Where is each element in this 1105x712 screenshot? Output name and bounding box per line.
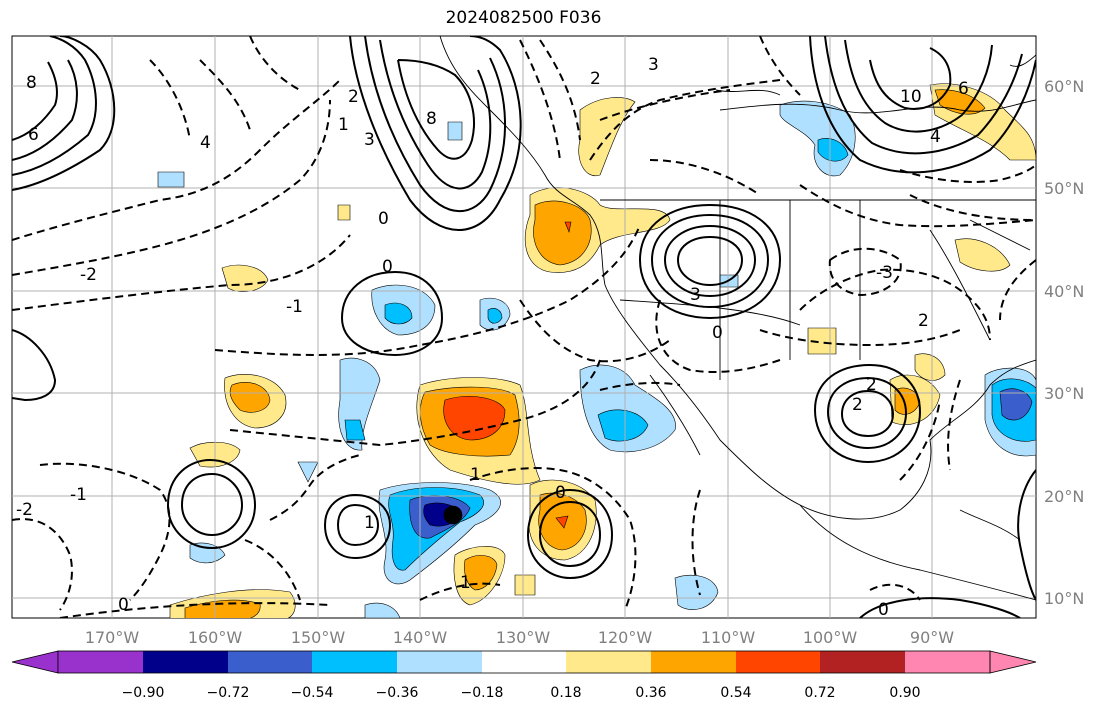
lon-label: 120°W	[598, 628, 653, 647]
contour-label: 0	[382, 257, 393, 277]
lat-label: 40°N	[1044, 282, 1084, 301]
contour-label: 3	[648, 55, 659, 75]
colorbar-segment	[566, 651, 651, 673]
lat-label: 50°N	[1044, 179, 1084, 198]
colorbar-tick-label: 0.54	[720, 685, 751, 701]
colorbar-segment	[228, 651, 312, 673]
colorbar-tick-label: 0.18	[550, 685, 581, 701]
contour-label: 6	[28, 125, 39, 145]
colorbar-tick-label: 0.72	[804, 685, 835, 701]
lon-label: 140°W	[393, 628, 448, 647]
colorbar-segment	[905, 651, 990, 673]
colorbar-segment	[312, 651, 397, 673]
colorbar-tick-label: −0.90	[122, 685, 165, 701]
contour-label: 3	[364, 130, 375, 150]
lon-label: 110°W	[701, 628, 756, 647]
colorbar-tick-label: 0.36	[635, 685, 666, 701]
contour-label: 2	[852, 395, 863, 415]
contour-label: 8	[426, 109, 437, 129]
colorbar-tick-label: −0.54	[291, 685, 334, 701]
contour-label: 4	[200, 133, 211, 153]
contour-label: 0	[712, 323, 723, 343]
map-frame	[11, 35, 1037, 619]
latitude-labels: 60°N 50°N 40°N 30°N 20°N 10°N	[1044, 77, 1084, 608]
lon-label: 170°W	[85, 628, 140, 647]
colorbar-segment	[58, 651, 143, 673]
contour-label: 2	[348, 87, 359, 107]
contour-label: 1	[364, 513, 375, 533]
contour-label: 1	[338, 115, 349, 135]
lon-label: 100°W	[803, 628, 858, 647]
colorbar-segment	[397, 651, 482, 673]
contour-label: 3	[690, 285, 701, 305]
contour-label: -2	[80, 265, 97, 285]
contour-label: -2	[16, 500, 33, 520]
colorbar-tick-label: −0.72	[207, 685, 250, 701]
colorbar-segments	[58, 651, 990, 673]
colorbar-segment	[820, 651, 905, 673]
contour-label: 2	[918, 311, 929, 331]
colorbar-outline	[57, 650, 991, 674]
contours-solid	[12, 36, 1036, 618]
map-content: 8 6 4 2 10 8 6 4 3 2 1 0 -2 -1 3 0 2 1 0…	[12, 36, 1036, 620]
lon-label: 150°W	[291, 628, 346, 647]
lon-label: 130°W	[496, 628, 551, 647]
lon-label: 160°W	[188, 628, 243, 647]
contour-label: 0	[118, 595, 129, 615]
contour-label: 2	[590, 69, 601, 89]
colorbar-extend-high	[989, 650, 1037, 674]
colorbar-segment	[482, 651, 566, 673]
colorbar-extend-low	[11, 650, 59, 674]
colorbar-segment	[143, 651, 228, 673]
contours-dashed	[12, 36, 1036, 618]
lon-label: 90°W	[910, 628, 954, 647]
colorbar-segment	[651, 651, 736, 673]
colorbar-ticks: −0.90 −0.72 −0.54 −0.36 −0.18 0.18 0.36 …	[122, 685, 921, 701]
contour-label: 2	[866, 375, 877, 395]
contour-label: -3	[876, 263, 893, 283]
contour-labels: 8 6 4 2 10 8 6 4 3 2 1 0 -2 -1 3 0 2 1 0…	[16, 55, 969, 620]
colorbar: −0.90 −0.72 −0.54 −0.36 −0.18 0.18 0.36 …	[11, 650, 1037, 701]
contour-label: 0	[555, 483, 566, 503]
lat-lon-grid	[12, 36, 1036, 618]
contour-label: 4	[930, 127, 941, 147]
colorbar-segment	[736, 651, 820, 673]
chart-title: 2024082500 F036	[445, 8, 602, 28]
colorbar-tick-label: 0.90	[889, 685, 920, 701]
contour-label: 0	[878, 600, 889, 620]
contour-label: 1	[470, 465, 481, 485]
contour-label: 1	[460, 573, 471, 593]
contour-label: 10	[900, 87, 922, 107]
contour-label: -1	[70, 485, 87, 505]
longitude-labels: 170°W 160°W 150°W 140°W 130°W 120°W 110°…	[85, 628, 954, 647]
colorbar-tick-label: −0.18	[461, 685, 504, 701]
lat-label: 30°N	[1044, 384, 1084, 403]
lat-label: 10°N	[1044, 589, 1084, 608]
contour-label: -1	[286, 297, 303, 317]
contour-label: 6	[958, 79, 969, 99]
lat-label: 60°N	[1044, 77, 1084, 96]
colorbar-tick-label: −0.36	[376, 685, 419, 701]
lat-label: 20°N	[1044, 487, 1084, 506]
coastlines	[439, 36, 1036, 601]
contour-label: 8	[26, 73, 37, 93]
contour-label: 0	[378, 209, 389, 229]
